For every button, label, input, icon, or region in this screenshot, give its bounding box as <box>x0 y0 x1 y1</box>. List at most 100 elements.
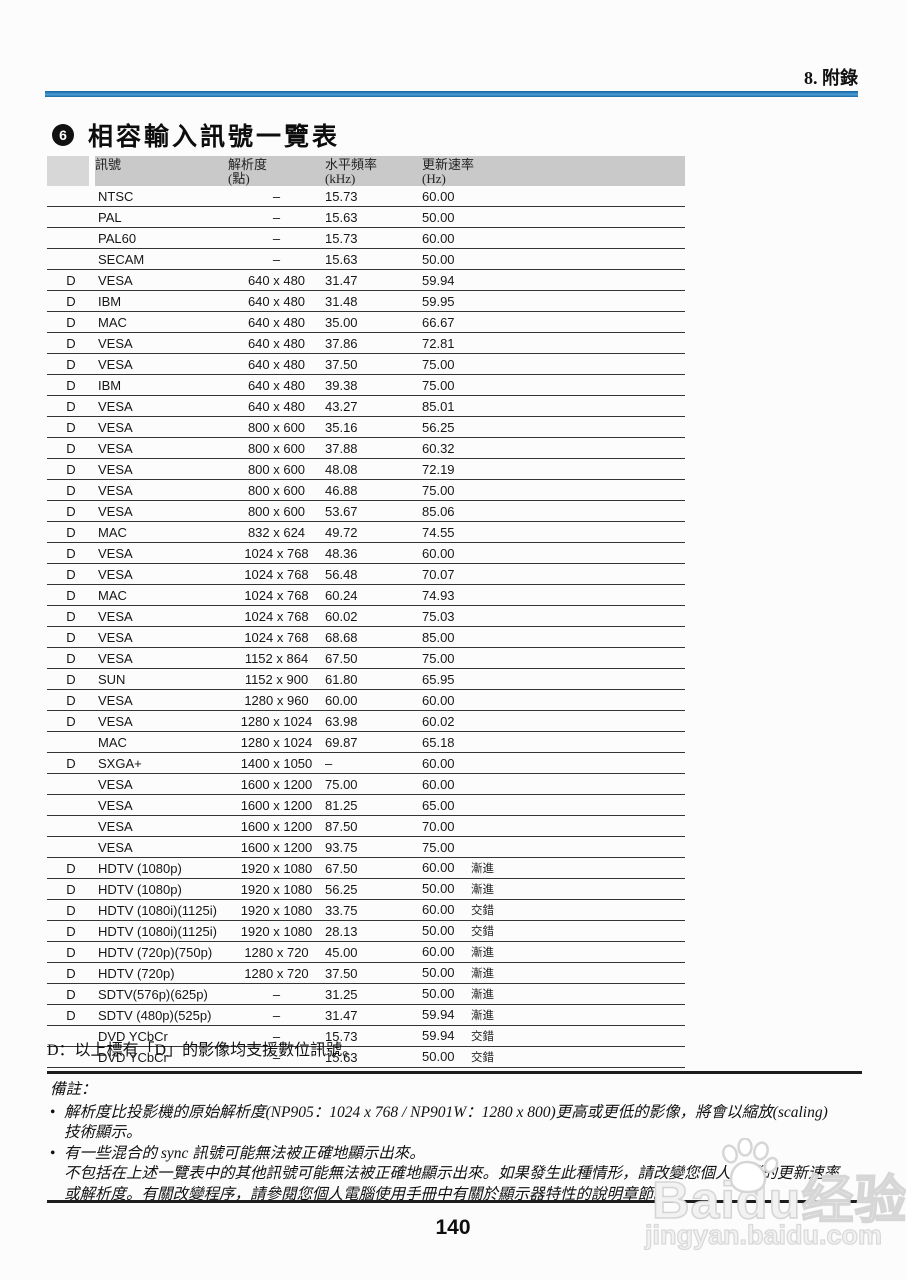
hfreq-cell: 48.36 <box>325 545 358 561</box>
refresh-cell: 50.00 漸進 <box>422 986 685 1002</box>
note-line: • 解析度比投影機的原始解析度(NP905：1024 x 768 / NP901W… <box>50 1103 862 1124</box>
signal-cell: VESA <box>98 608 133 624</box>
resolution-cell: 1280 x 1024 <box>240 713 313 729</box>
refresh-cell: 75.00 <box>422 483 685 498</box>
refresh-cell: 60.00 <box>422 693 685 708</box>
col-header-refresh: 更新速率 (Hz) <box>422 157 475 186</box>
signal-cell: SDTV(576p)(625p) <box>98 986 208 1002</box>
col-header-d <box>47 156 95 186</box>
resolution-cell: 1152 x 900 <box>244 671 309 687</box>
scan-mode-label: 交錯 <box>471 926 494 938</box>
note-line: 或解析度。有關改變程序，請參閱您個人電腦使用手冊中有關於顯示器特性的說明章節。 <box>50 1185 862 1206</box>
refresh-cell: 72.81 <box>422 336 685 351</box>
hfreq-cell: 43.27 <box>325 398 358 414</box>
hfreq-cell: 15.63 <box>325 1049 358 1065</box>
refresh-cell: 50.00 漸進 <box>422 965 685 981</box>
refresh-cell: 65.18 <box>422 735 685 750</box>
scan-mode-label: 漸進 <box>471 947 494 959</box>
resolution-cell: 640 x 480 <box>247 335 306 351</box>
refresh-value: 75.00 <box>422 650 455 666</box>
table-row: D IBM 640 x 480 39.38 75.00 <box>47 375 685 396</box>
signal-cell: VESA <box>98 818 133 834</box>
refresh-cell: 75.00 <box>422 651 685 666</box>
resolution-cell: 1024 x 768 <box>244 608 309 624</box>
page-title: 相容輸入訊號一覽表 <box>88 124 341 151</box>
resolution-cell: – <box>272 188 281 204</box>
signal-cell: HDTV (1080p) <box>98 860 182 876</box>
hfreq-cell: – <box>325 755 333 771</box>
table-row: D VESA 1024 x 768 48.36 60.00 <box>47 543 685 564</box>
hfreq-cell: 37.50 <box>325 965 358 981</box>
resolution-cell: 800 x 600 <box>247 440 306 456</box>
signal-cell: VESA <box>98 776 133 792</box>
digital-flag-cell: D <box>66 650 76 666</box>
note-line: 技術顯示。 <box>50 1123 862 1144</box>
resolution-cell: 640 x 480 <box>247 398 306 414</box>
hfreq-cell: 53.67 <box>325 503 358 519</box>
signal-cell: HDTV (720p) <box>98 965 175 981</box>
refresh-cell: 75.00 <box>422 840 685 855</box>
refresh-value: 50.00 <box>422 209 455 225</box>
refresh-value: 60.32 <box>422 440 455 456</box>
signal-cell: PAL60 <box>98 230 137 246</box>
resolution-cell: – <box>272 230 281 246</box>
digital-flag-cell: D <box>66 860 76 876</box>
signal-cell: VESA <box>98 650 133 666</box>
hfreq-cell: 31.25 <box>325 986 358 1002</box>
refresh-value: 65.95 <box>422 671 455 687</box>
refresh-cell: 65.00 <box>422 798 685 813</box>
notes-top-rule <box>47 1071 862 1074</box>
signal-cell: MAC <box>98 524 127 540</box>
signal-cell: VESA <box>98 398 133 414</box>
refresh-cell: 72.19 <box>422 462 685 477</box>
chapter-heading: 8. 附錄 <box>804 68 858 88</box>
signal-cell: VESA <box>98 335 133 351</box>
refresh-value: 75.00 <box>422 356 455 372</box>
refresh-cell: 50.00 交錯 <box>422 1049 685 1065</box>
refresh-cell: 60.00 <box>422 777 685 792</box>
digital-flag-cell: D <box>66 545 76 561</box>
hfreq-cell: 35.00 <box>325 314 358 330</box>
signal-cell: DVD YCbCr <box>98 1028 168 1044</box>
table-row: D VESA 1280 x 1024 63.98 60.02 <box>47 711 685 732</box>
digital-flag-cell: D <box>66 629 76 645</box>
digital-flag-cell: D <box>66 608 76 624</box>
resolution-cell: 1024 x 768 <box>244 587 309 603</box>
section-number-badge: 6 <box>52 124 74 146</box>
notes-label: 備註： <box>50 1081 97 1098</box>
digital-flag-cell: D <box>66 902 76 918</box>
notes-lines: • 解析度比投影機的原始解析度(NP905：1024 x 768 / NP901W… <box>50 1103 862 1206</box>
table-row: MAC 1280 x 1024 69.87 65.18 <box>47 732 685 753</box>
refresh-cell: 60.00 <box>422 546 685 561</box>
digital-flag-cell: D <box>66 419 76 435</box>
refresh-value: 66.67 <box>422 314 455 330</box>
table-row: D HDTV (1080i)(1125i) 1920 x 1080 28.13 50.0… <box>47 921 685 942</box>
refresh-value: 59.94 <box>422 272 455 288</box>
hfreq-cell: 48.08 <box>325 461 358 477</box>
digital-flag-cell: D <box>66 881 76 897</box>
hfreq-cell: 60.00 <box>325 692 358 708</box>
hfreq-cell: 15.73 <box>325 188 358 204</box>
resolution-cell: 832 x 624 <box>247 524 306 540</box>
table-row: PAL – 15.63 50.00 <box>47 207 685 228</box>
table-row: D VESA 1280 x 960 60.00 60.00 <box>47 690 685 711</box>
resolution-cell: 640 x 480 <box>247 314 306 330</box>
digital-flag-cell: D <box>66 1007 76 1023</box>
table-row: D VESA 640 x 480 37.86 72.81 <box>47 333 685 354</box>
table-header-main-bg <box>95 156 685 186</box>
table-row: D VESA 800 x 600 46.88 75.00 <box>47 480 685 501</box>
hfreq-cell: 33.75 <box>325 902 358 918</box>
signal-cell: VESA <box>98 839 133 855</box>
digital-flag-cell: D <box>66 986 76 1002</box>
signal-cell: VESA <box>98 692 133 708</box>
hfreq-cell: 37.88 <box>325 440 358 456</box>
signal-cell: VESA <box>98 566 133 582</box>
refresh-value: 56.25 <box>422 419 455 435</box>
refresh-value: 85.01 <box>422 398 455 414</box>
refresh-cell: 74.55 <box>422 525 685 540</box>
signal-cell: VESA <box>98 272 133 288</box>
refresh-cell: 50.00 <box>422 252 685 267</box>
table-header-dcell-bg <box>47 156 89 186</box>
signal-cell: VESA <box>98 440 133 456</box>
signal-cell: VESA <box>98 797 133 813</box>
